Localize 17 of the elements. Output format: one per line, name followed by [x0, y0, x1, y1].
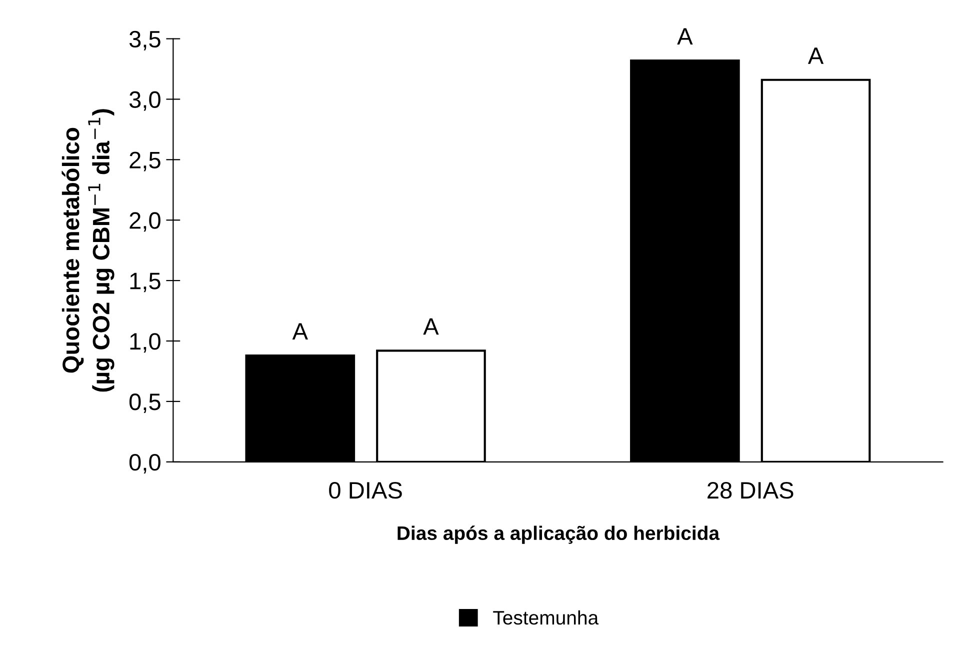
x-tick-label: 0 DIAS	[329, 482, 402, 499]
x-tick-label: 28 DIAS	[708, 482, 794, 499]
y-tick-label: 2,5	[130, 152, 160, 172]
data-label: A	[808, 48, 824, 64]
y-axis-title: Quociente metabólico (µg CO2 µg CBM$^{−1}$ dia$^{−1}$)	[62, 109, 114, 392]
y-tick-label: 1,0	[130, 333, 160, 353]
y-tick-label: 2,0	[130, 212, 160, 232]
data-label: A	[677, 28, 693, 45]
y-tick-label: 0,5	[129, 394, 160, 414]
data-label: A	[292, 323, 308, 340]
y-tick-label: 3,5	[129, 30, 160, 50]
legend-label: Testemunha	[493, 610, 599, 625]
x-axis-title: Dias após a aplicação do herbicida	[398, 526, 720, 544]
y-tick-label: 1,5	[130, 272, 160, 292]
data-label: A	[423, 318, 439, 335]
y-tick-label: 3,0	[129, 91, 160, 111]
y-tick-label: 0,0	[129, 454, 160, 474]
